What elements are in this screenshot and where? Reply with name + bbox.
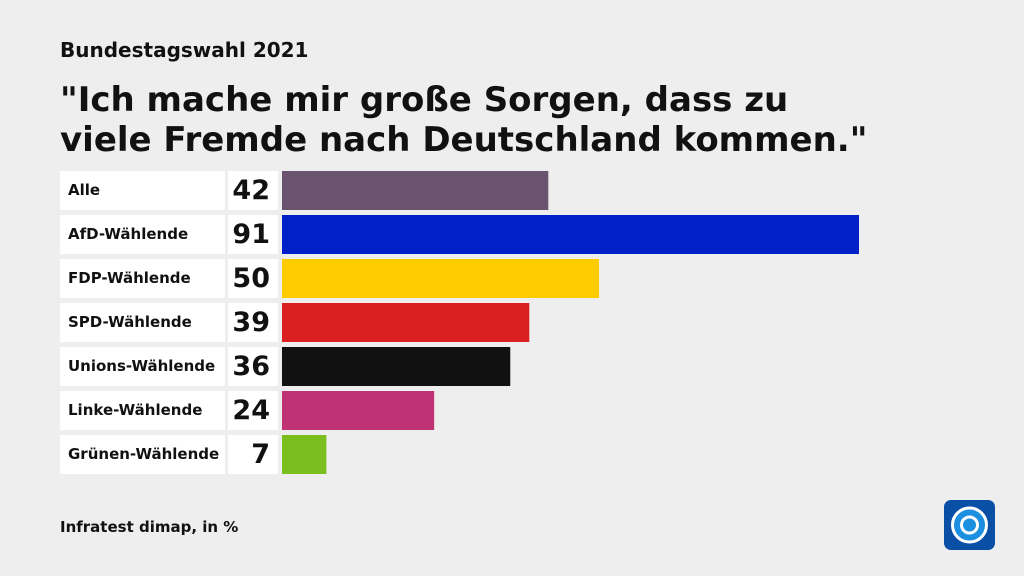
- label-box: [60, 347, 225, 386]
- chart-title: "Ich mache mir große Sorgen, dass zu vie…: [60, 80, 868, 160]
- label-box: [60, 391, 225, 430]
- category-label: AfD-Wählende: [68, 225, 188, 243]
- value-box: [228, 435, 278, 474]
- value-label: 24: [232, 395, 270, 426]
- value-label: 91: [232, 219, 270, 250]
- label-box: [60, 303, 225, 342]
- category-label: FDP-Wählende: [68, 269, 191, 287]
- value-box: [228, 347, 278, 386]
- bar: [282, 215, 859, 254]
- category-label: SPD-Wählende: [68, 313, 192, 331]
- logo-ring: [960, 515, 979, 535]
- bar: [282, 435, 327, 474]
- label-box: [60, 215, 225, 254]
- category-label: Alle: [68, 181, 100, 199]
- bar: [282, 171, 549, 210]
- category-label: Unions-Wählende: [68, 357, 215, 375]
- value-label: 50: [232, 263, 270, 294]
- value-box: [228, 171, 278, 210]
- bar: [282, 303, 530, 342]
- value-label: 42: [232, 175, 270, 206]
- label-box: [60, 435, 225, 474]
- label-box: [60, 171, 225, 210]
- value-box: [228, 391, 278, 430]
- bar: [282, 347, 511, 386]
- value-box: [228, 215, 278, 254]
- value-box: [228, 303, 278, 342]
- value-label: 7: [251, 439, 270, 470]
- category-label: Linke-Wählende: [68, 401, 202, 419]
- category-label: Grünen-Wählende: [68, 445, 219, 463]
- subtitle: Bundestagswahl 2021: [60, 38, 309, 62]
- bar: [282, 391, 435, 430]
- logo: [944, 500, 995, 550]
- bar: [282, 259, 600, 298]
- label-box: [60, 259, 225, 298]
- source: Infratest dimap, in %: [60, 518, 239, 536]
- value-label: 36: [232, 351, 270, 382]
- value-box: [228, 259, 278, 298]
- value-label: 39: [232, 307, 270, 338]
- logo-circle: [951, 506, 988, 544]
